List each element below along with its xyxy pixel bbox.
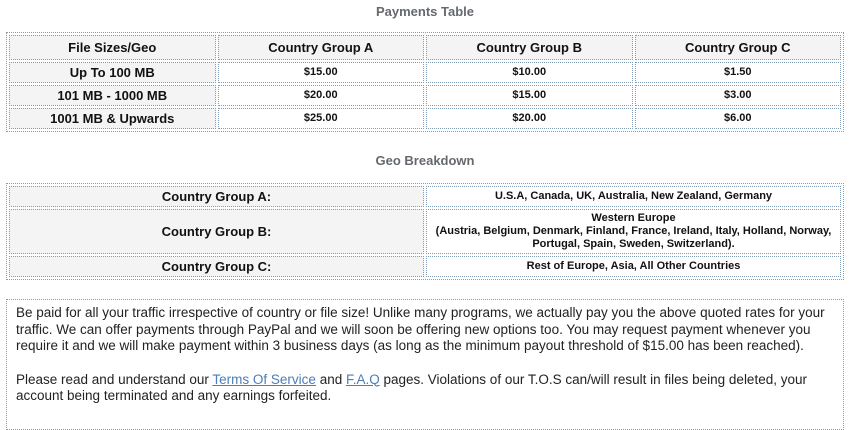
header-country-group-c: Country Group C — [634, 35, 841, 60]
rate-group-a: $25.00 — [217, 108, 424, 129]
header-file-sizes-geo: File Sizes/Geo — [9, 35, 216, 60]
file-size-label: 101 MB - 1000 MB — [9, 85, 216, 106]
geo-row-group-c: Country Group C: Rest of Europe, Asia, A… — [9, 256, 841, 277]
rate-group-b: $10.00 — [426, 62, 633, 83]
faq-link[interactable]: F.A.Q — [345, 371, 380, 387]
payments-row-1001mb-upwards: 1001 MB & Upwards $25.00 $20.00 $6.00 — [9, 108, 841, 129]
rate-group-c: $6.00 — [634, 108, 841, 129]
rate-group-c: $1.50 — [634, 62, 841, 83]
rate-group-a: $20.00 — [217, 85, 424, 106]
geo-row-group-b: Country Group B: Western Europe (Austria… — [9, 209, 841, 254]
header-country-group-a: Country Group A — [217, 35, 424, 60]
file-size-label: 1001 MB & Upwards — [9, 108, 216, 129]
geo-group-b-country-list: (Austria, Belgium, Denmark, Finland, Fra… — [435, 225, 832, 250]
rate-group-b: $20.00 — [426, 108, 633, 129]
payments-table-title: Payments Table — [375, 4, 475, 19]
geo-group-a-label: Country Group A: — [9, 186, 424, 207]
geo-group-b-region: Western Europe — [591, 212, 676, 224]
geo-breakdown-title: Geo Breakdown — [375, 153, 475, 168]
file-size-label: Up To 100 MB — [9, 62, 216, 83]
payments-row-101-1000mb: 101 MB - 1000 MB $20.00 $15.00 $3.00 — [9, 85, 841, 106]
tos-paragraph-tail: pages. Violations of our T.O.S can/will … — [16, 371, 807, 404]
payments-table: File Sizes/Geo Country Group A Country G… — [6, 32, 844, 132]
geo-group-c-countries: Rest of Europe, Asia, All Other Countrie… — [426, 256, 841, 277]
geo-breakdown-table: Country Group A: U.S.A, Canada, UK, Aust… — [6, 183, 844, 280]
geo-group-c-label: Country Group C: — [9, 256, 424, 277]
payment-info-paragraph: Be paid for all your traffic irrespectiv… — [16, 305, 825, 353]
payments-header-row: File Sizes/Geo Country Group A Country G… — [9, 35, 841, 60]
geo-row-group-a: Country Group A: U.S.A, Canada, UK, Aust… — [9, 186, 841, 207]
tos-paragraph-connector: and — [315, 371, 346, 387]
rate-group-b: $15.00 — [426, 85, 633, 106]
geo-group-b-countries: Western Europe (Austria, Belgium, Denmar… — [426, 209, 841, 254]
terms-of-service-link[interactable]: Terms Of Service — [212, 371, 316, 387]
tos-faq-paragraph: Please read and understand our Terms Of … — [16, 372, 834, 405]
rate-group-a: $15.00 — [217, 62, 424, 83]
rate-group-c: $3.00 — [634, 85, 841, 106]
payments-page: Payments Table File Sizes/Geo Country Gr… — [0, 4, 850, 430]
geo-group-b-label: Country Group B: — [9, 209, 424, 254]
header-country-group-b: Country Group B — [426, 35, 633, 60]
payment-terms-notice: Be paid for all your traffic irrespectiv… — [6, 299, 844, 430]
tos-paragraph-lead: Please read and understand our — [16, 371, 213, 387]
geo-group-a-countries: U.S.A, Canada, UK, Australia, New Zealan… — [426, 186, 841, 207]
payments-row-up-to-100mb: Up To 100 MB $15.00 $10.00 $1.50 — [9, 62, 841, 83]
